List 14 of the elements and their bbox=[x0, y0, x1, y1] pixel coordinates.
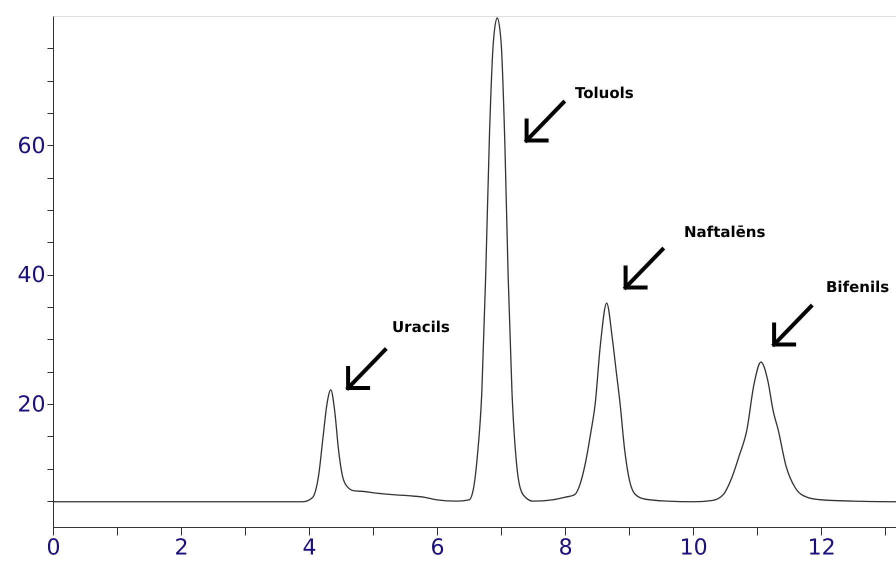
annotation: Toluols bbox=[575, 84, 634, 102]
x-tick-label: 8 bbox=[558, 536, 573, 560]
x-tick-label: 12 bbox=[808, 536, 836, 560]
y-tick-label: 20 bbox=[18, 392, 46, 418]
y-tick-label: 40 bbox=[18, 263, 46, 288]
x-tick-label: 2 bbox=[174, 536, 189, 560]
x-tick-label: 10 bbox=[680, 536, 708, 560]
annotation: Naftalēns bbox=[684, 223, 766, 241]
x-tick-label: 4 bbox=[302, 536, 317, 560]
annotation: Bifenils bbox=[826, 278, 890, 296]
x-tick-label: 0 bbox=[46, 536, 60, 560]
y-tick-label: 60 bbox=[18, 134, 46, 159]
annotation: Uracils bbox=[392, 318, 450, 336]
x-tick-label: 6 bbox=[430, 536, 445, 560]
